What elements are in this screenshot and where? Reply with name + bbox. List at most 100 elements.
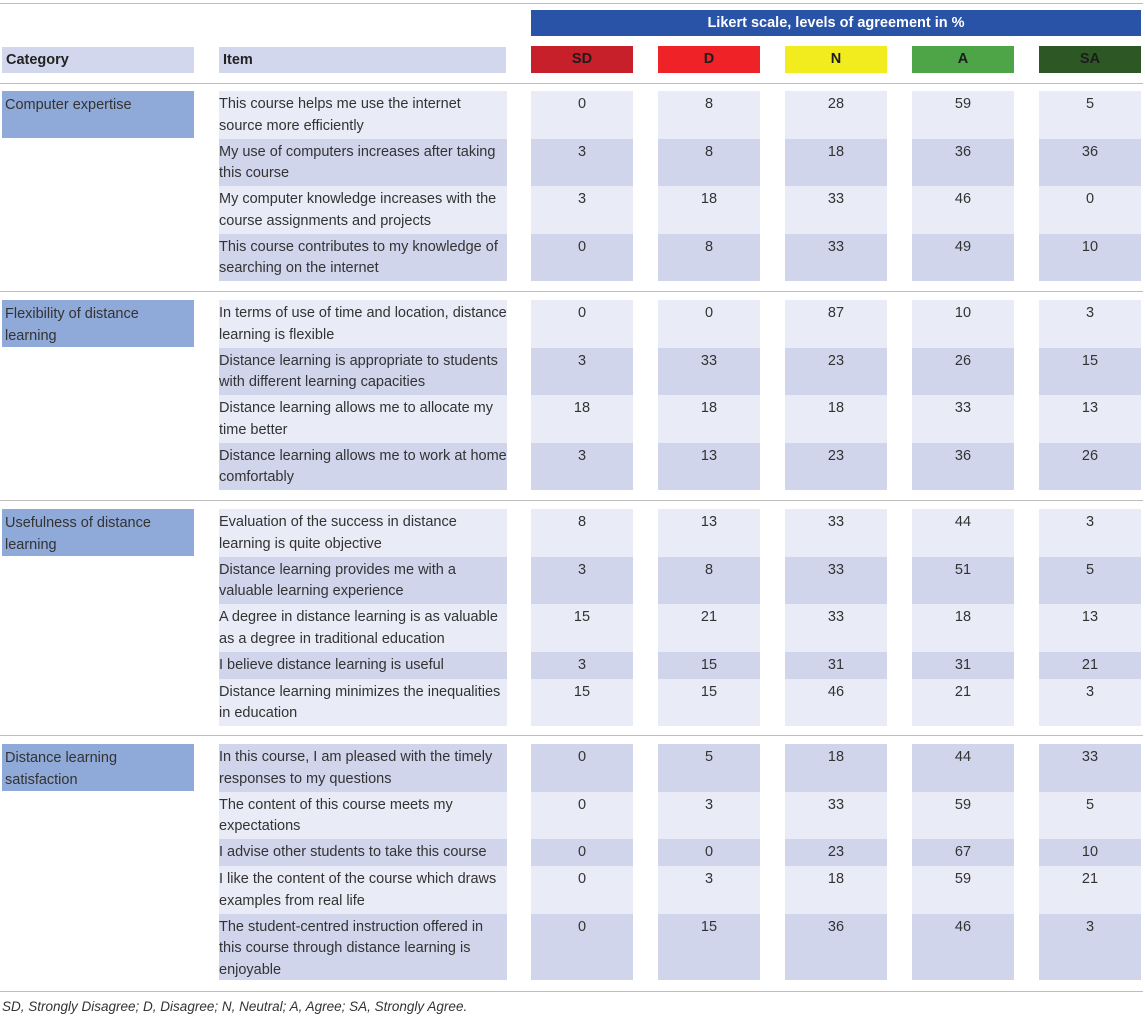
value-cell-a: 67 (912, 839, 1014, 866)
value-cell-d: 8 (658, 138, 760, 186)
value-cell-sd: 15 (531, 604, 633, 652)
value-cell-d: 0 (658, 839, 760, 866)
item-cell: The student-centred instruction offered … (219, 913, 507, 980)
value-cell-sd: 0 (531, 913, 633, 980)
value-cell-sd: 0 (531, 744, 633, 792)
value-cell-sa: 15 (1039, 347, 1141, 395)
value-cell-a: 33 (912, 395, 1014, 443)
value-cell-d: 5 (658, 744, 760, 792)
item-cell: In this course, I am pleased with the ti… (219, 744, 507, 792)
value-cell-n: 31 (785, 651, 887, 679)
value-cell-n: 18 (785, 866, 887, 914)
value-cell-sa: 10 (1039, 233, 1141, 281)
value-cell-d: 33 (658, 347, 760, 395)
value-cell-a: 46 (912, 186, 1014, 234)
item-cell: I advise other students to take this cou… (219, 839, 507, 866)
value-cell-sd: 3 (531, 347, 633, 395)
value-cell-d: 18 (658, 395, 760, 443)
item-cell: Evaluation of the success in distance le… (219, 509, 507, 557)
value-cell-sa: 33 (1039, 744, 1141, 792)
category-cell: Usefulness of distance learning (2, 509, 194, 556)
value-cell-d: 3 (658, 866, 760, 914)
scale-header-sd: SD (531, 46, 633, 73)
bottom-rule (0, 991, 1143, 992)
item-cell: My use of computers increases after taki… (219, 138, 507, 186)
value-cell-d: 15 (658, 651, 760, 679)
value-cell-sd: 0 (531, 91, 633, 139)
item-cell: This course contributes to my knowledge … (219, 233, 507, 281)
value-cell-n: 23 (785, 839, 887, 866)
value-cell-a: 59 (912, 791, 1014, 839)
likert-scale-title: Likert scale, levels of agreement in % (531, 10, 1141, 36)
header-rule (0, 83, 1143, 84)
value-cell-sa: 0 (1039, 186, 1141, 234)
item-cell: Distance learning minimizes the inequali… (219, 678, 507, 726)
category-header: Category (2, 47, 194, 73)
value-cell-a: 26 (912, 347, 1014, 395)
category-cell: Distance learning satisfaction (2, 744, 194, 791)
value-cell-d: 15 (658, 678, 760, 726)
value-cell-sa: 10 (1039, 839, 1141, 866)
value-cell-sa: 5 (1039, 91, 1141, 139)
value-cell-n: 33 (785, 509, 887, 557)
category-cell: Flexibility of distance learning (2, 300, 194, 347)
value-cell-sa: 3 (1039, 509, 1141, 557)
value-cell-sa: 21 (1039, 651, 1141, 679)
value-cell-sa: 13 (1039, 604, 1141, 652)
item-cell: A degree in distance learning is as valu… (219, 604, 507, 652)
value-cell-sa: 5 (1039, 556, 1141, 604)
value-cell-sa: 21 (1039, 866, 1141, 914)
item-cell: The content of this course meets my expe… (219, 791, 507, 839)
value-cell-d: 13 (658, 509, 760, 557)
value-cell-a: 44 (912, 744, 1014, 792)
item-cell: I believe distance learning is useful (219, 651, 507, 679)
value-cell-d: 15 (658, 913, 760, 980)
value-cell-a: 36 (912, 442, 1014, 490)
value-cell-a: 31 (912, 651, 1014, 679)
value-cell-n: 46 (785, 678, 887, 726)
category-cell: Computer expertise (2, 91, 194, 138)
value-cell-n: 18 (785, 395, 887, 443)
item-cell: This course helps me use the internet so… (219, 91, 507, 139)
value-cell-sd: 3 (531, 186, 633, 234)
value-cell-a: 51 (912, 556, 1014, 604)
value-cell-n: 36 (785, 913, 887, 980)
value-cell-sd: 3 (531, 651, 633, 679)
value-cell-a: 46 (912, 913, 1014, 980)
value-cell-d: 0 (658, 300, 760, 348)
value-cell-sa: 3 (1039, 678, 1141, 726)
value-cell-d: 8 (658, 233, 760, 281)
value-cell-n: 33 (785, 791, 887, 839)
value-cell-sd: 18 (531, 395, 633, 443)
value-cell-sd: 0 (531, 839, 633, 866)
group-divider (0, 500, 1143, 501)
value-cell-a: 59 (912, 866, 1014, 914)
value-cell-a: 59 (912, 91, 1014, 139)
value-cell-a: 18 (912, 604, 1014, 652)
value-cell-sa: 13 (1039, 395, 1141, 443)
value-cell-sa: 5 (1039, 791, 1141, 839)
value-cell-n: 23 (785, 442, 887, 490)
group-divider (0, 291, 1143, 292)
value-cell-sd: 3 (531, 442, 633, 490)
item-cell: My computer knowledge increases with the… (219, 186, 507, 234)
value-cell-sd: 0 (531, 300, 633, 348)
value-cell-a: 36 (912, 138, 1014, 186)
value-cell-sd: 15 (531, 678, 633, 726)
value-cell-sa: 26 (1039, 442, 1141, 490)
value-cell-n: 33 (785, 604, 887, 652)
value-cell-n: 28 (785, 91, 887, 139)
value-cell-a: 21 (912, 678, 1014, 726)
value-cell-n: 33 (785, 186, 887, 234)
value-cell-sd: 0 (531, 866, 633, 914)
value-cell-d: 8 (658, 556, 760, 604)
value-cell-a: 10 (912, 300, 1014, 348)
value-cell-d: 21 (658, 604, 760, 652)
value-cell-sa: 3 (1039, 300, 1141, 348)
item-cell: Distance learning is appropriate to stud… (219, 347, 507, 395)
item-cell: In terms of use of time and location, di… (219, 300, 507, 348)
scale-header-d: D (658, 46, 760, 73)
item-cell: Distance learning allows me to allocate … (219, 395, 507, 443)
value-cell-sd: 3 (531, 138, 633, 186)
value-cell-n: 18 (785, 138, 887, 186)
